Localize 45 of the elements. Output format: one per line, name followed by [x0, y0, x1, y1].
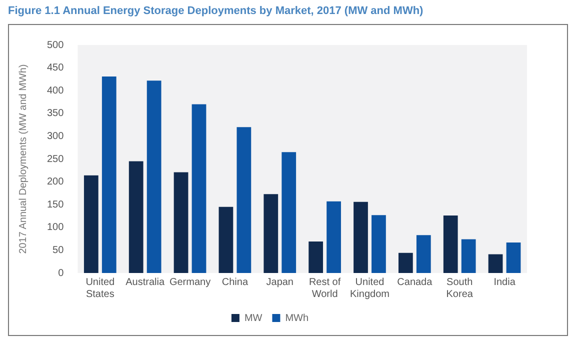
bar — [326, 201, 341, 273]
y-tick-label: 350 — [46, 108, 64, 120]
bar — [264, 194, 278, 273]
bar — [416, 235, 431, 273]
bar — [128, 161, 144, 273]
x-tick-label: United Kingdom — [350, 276, 390, 300]
y-tick-label: 500 — [46, 40, 64, 51]
bar — [236, 127, 252, 273]
bar — [174, 172, 188, 273]
x-tick-label: South Korea — [446, 276, 474, 300]
bar — [218, 206, 234, 273]
bar — [146, 80, 162, 273]
bar — [102, 76, 116, 273]
bar — [84, 175, 98, 273]
bar — [398, 252, 413, 273]
bar — [461, 239, 476, 273]
bar — [443, 216, 458, 273]
x-tick-label: India — [494, 276, 516, 288]
bar — [192, 104, 206, 273]
bar — [506, 242, 521, 273]
legend-label: MW — [244, 312, 263, 324]
x-tick-label: China — [222, 276, 248, 288]
x-tick-label: United States — [86, 276, 115, 300]
y-axis-title: 2017 Annual Deployments (MW and MWh) — [18, 64, 29, 254]
chart-title: Figure 1.1 Annual Energy Storage Deployments by Market, 2017 (MW and MWh) — [8, 5, 424, 17]
legend-label: MWh — [285, 312, 309, 324]
y-tick-label: 100 — [46, 222, 64, 234]
x-tick-label: Australia — [126, 276, 165, 288]
y-tick-label: 250 — [46, 154, 64, 165]
x-tick-label: Rest of World — [308, 276, 341, 300]
x-tick-label: Germany — [169, 276, 211, 288]
y-tick-label: 400 — [46, 85, 64, 96]
y-tick-label: 450 — [46, 62, 64, 74]
x-tick-label: Japan — [266, 276, 294, 288]
y-tick-label: 50 — [52, 244, 64, 256]
y-tick-label: 0 — [58, 268, 64, 279]
y-tick-label: 150 — [46, 199, 64, 210]
bar — [372, 215, 386, 273]
x-tick-label: Canada — [397, 276, 433, 288]
bar — [308, 242, 324, 273]
y-tick-label: 300 — [46, 130, 64, 142]
bar — [354, 202, 368, 273]
bar — [488, 254, 503, 273]
y-tick-label: 200 — [46, 176, 64, 188]
bar — [282, 152, 296, 273]
